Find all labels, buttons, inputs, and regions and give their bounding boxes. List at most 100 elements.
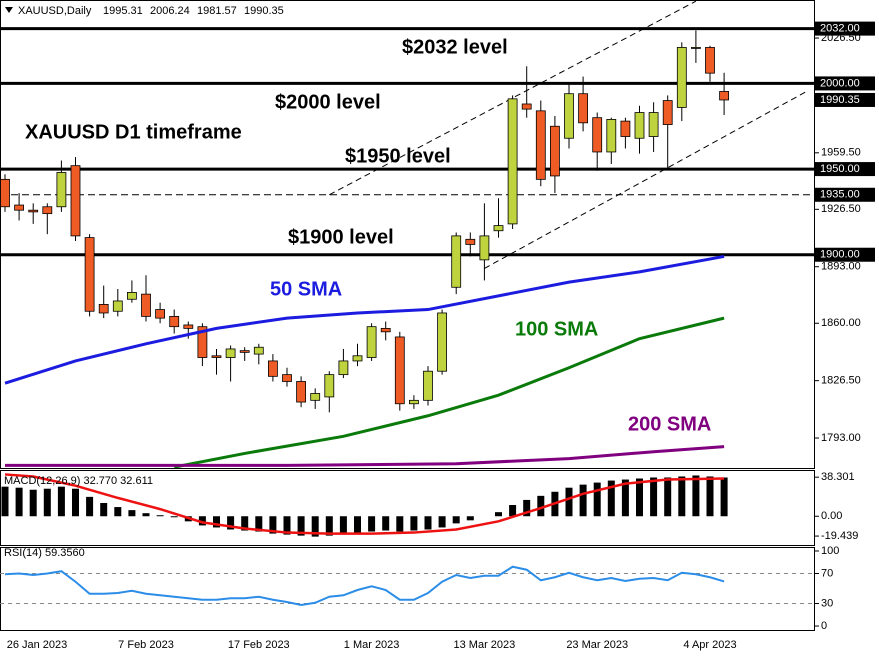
macd-bar (593, 482, 601, 517)
macd-bar (354, 516, 361, 534)
y-tick-label: 0.00 (821, 510, 842, 522)
level-annotation: $2000 level (275, 91, 381, 113)
x-tick-label: 1 Mar 2023 (344, 639, 400, 651)
candle-body (705, 47, 715, 74)
candle-body (380, 327, 391, 333)
macd-bar (678, 476, 686, 517)
level-label-box (815, 76, 875, 91)
candle-body (169, 315, 180, 328)
macd-bar (607, 480, 615, 517)
candle-body (183, 324, 194, 329)
macd-bar (128, 510, 136, 517)
candle-body (70, 165, 81, 237)
candle-body (691, 47, 701, 49)
macd-bar (43, 488, 51, 517)
candle-body (606, 118, 617, 153)
candle-body (239, 350, 250, 353)
y-tick-label: 38.301 (821, 471, 855, 483)
candle-body (592, 117, 603, 153)
y-tick-label: 1793.00 (821, 432, 861, 444)
macd-bar (692, 475, 700, 517)
macd-bar (213, 516, 220, 528)
macd-bar (15, 487, 23, 517)
candle-body (465, 238, 476, 245)
macd-bar (114, 507, 122, 517)
level-label: 1950.00 (820, 163, 860, 175)
macd-bar (311, 516, 319, 537)
ohlc-high: 2006.24 (150, 5, 190, 17)
candle-body (141, 293, 151, 317)
macd-bar (142, 513, 150, 517)
macd-bar (396, 516, 404, 532)
level-label-box (815, 247, 875, 262)
candle-body (423, 370, 433, 401)
candle-body (550, 125, 560, 177)
candle-body (0, 178, 10, 208)
x-tick-label: 17 Feb 2023 (228, 639, 290, 651)
candle-body (578, 93, 588, 124)
candle-body (211, 355, 222, 358)
macd-bar (368, 516, 376, 532)
ohlc-low: 1981.57 (197, 5, 237, 17)
price-label-box (815, 92, 875, 107)
candle-body (197, 326, 208, 358)
channel-line (484, 89, 809, 269)
macd-bar (227, 516, 235, 530)
menu-arrow[interactable] (5, 7, 13, 13)
macd-bar (1, 486, 9, 517)
y-tick-label: -19.439 (821, 530, 858, 542)
macd-bar (283, 516, 291, 535)
y-tick-label: 1959.50 (821, 147, 861, 159)
macd-bar (29, 489, 37, 517)
candle-body (634, 112, 645, 139)
macd-panel (0, 470, 815, 546)
candle-body (324, 374, 335, 398)
macd-bar (339, 516, 347, 535)
level-label: 1900.00 (820, 249, 860, 261)
candle-body (408, 399, 419, 405)
macd-bar (100, 502, 108, 517)
macd-bar (664, 477, 672, 517)
candle-body (352, 355, 363, 362)
y-tick-label: 1926.50 (821, 203, 861, 215)
level-label-box (815, 21, 875, 36)
macd-bar (621, 479, 629, 517)
sma-label: 100 SMA (515, 318, 598, 340)
x-tick-label: 23 Mar 2023 (566, 639, 628, 651)
signal-line (4, 473, 725, 535)
macd-bar (466, 516, 474, 521)
level-annotation: $1900 level (288, 226, 394, 248)
level-annotation: $1950 level (345, 145, 451, 167)
main-panel (0, 0, 815, 469)
level-label: 2000.00 (820, 77, 860, 89)
level-label-box (815, 187, 875, 202)
macd-bar (269, 516, 277, 534)
macd-bar (410, 516, 418, 531)
candle-body (366, 326, 377, 358)
level-annotation: $2032 level (402, 36, 508, 58)
candle-body (493, 225, 504, 232)
macd-bar (720, 477, 728, 517)
macd-bar (509, 505, 517, 517)
candle-body (127, 292, 137, 300)
sma-line (4, 254, 725, 385)
macd-bar (565, 487, 573, 517)
candle-body (253, 346, 264, 355)
macd-bar (255, 516, 263, 532)
candle-body (719, 91, 729, 101)
candle-body (98, 304, 109, 314)
macd-bar (86, 496, 94, 517)
candle-body (338, 360, 349, 376)
candle-body (56, 172, 67, 208)
candle-body (437, 312, 448, 372)
candle-body (84, 237, 95, 312)
macd-bar (636, 478, 643, 517)
candle-body (14, 204, 25, 211)
macd-bar (452, 516, 460, 524)
sma-label: 200 SMA (628, 413, 711, 435)
candle-body (310, 393, 321, 401)
sma-line (173, 316, 725, 468)
ohlc-open: 1995.31 (103, 5, 143, 17)
macd-bar (170, 516, 178, 518)
